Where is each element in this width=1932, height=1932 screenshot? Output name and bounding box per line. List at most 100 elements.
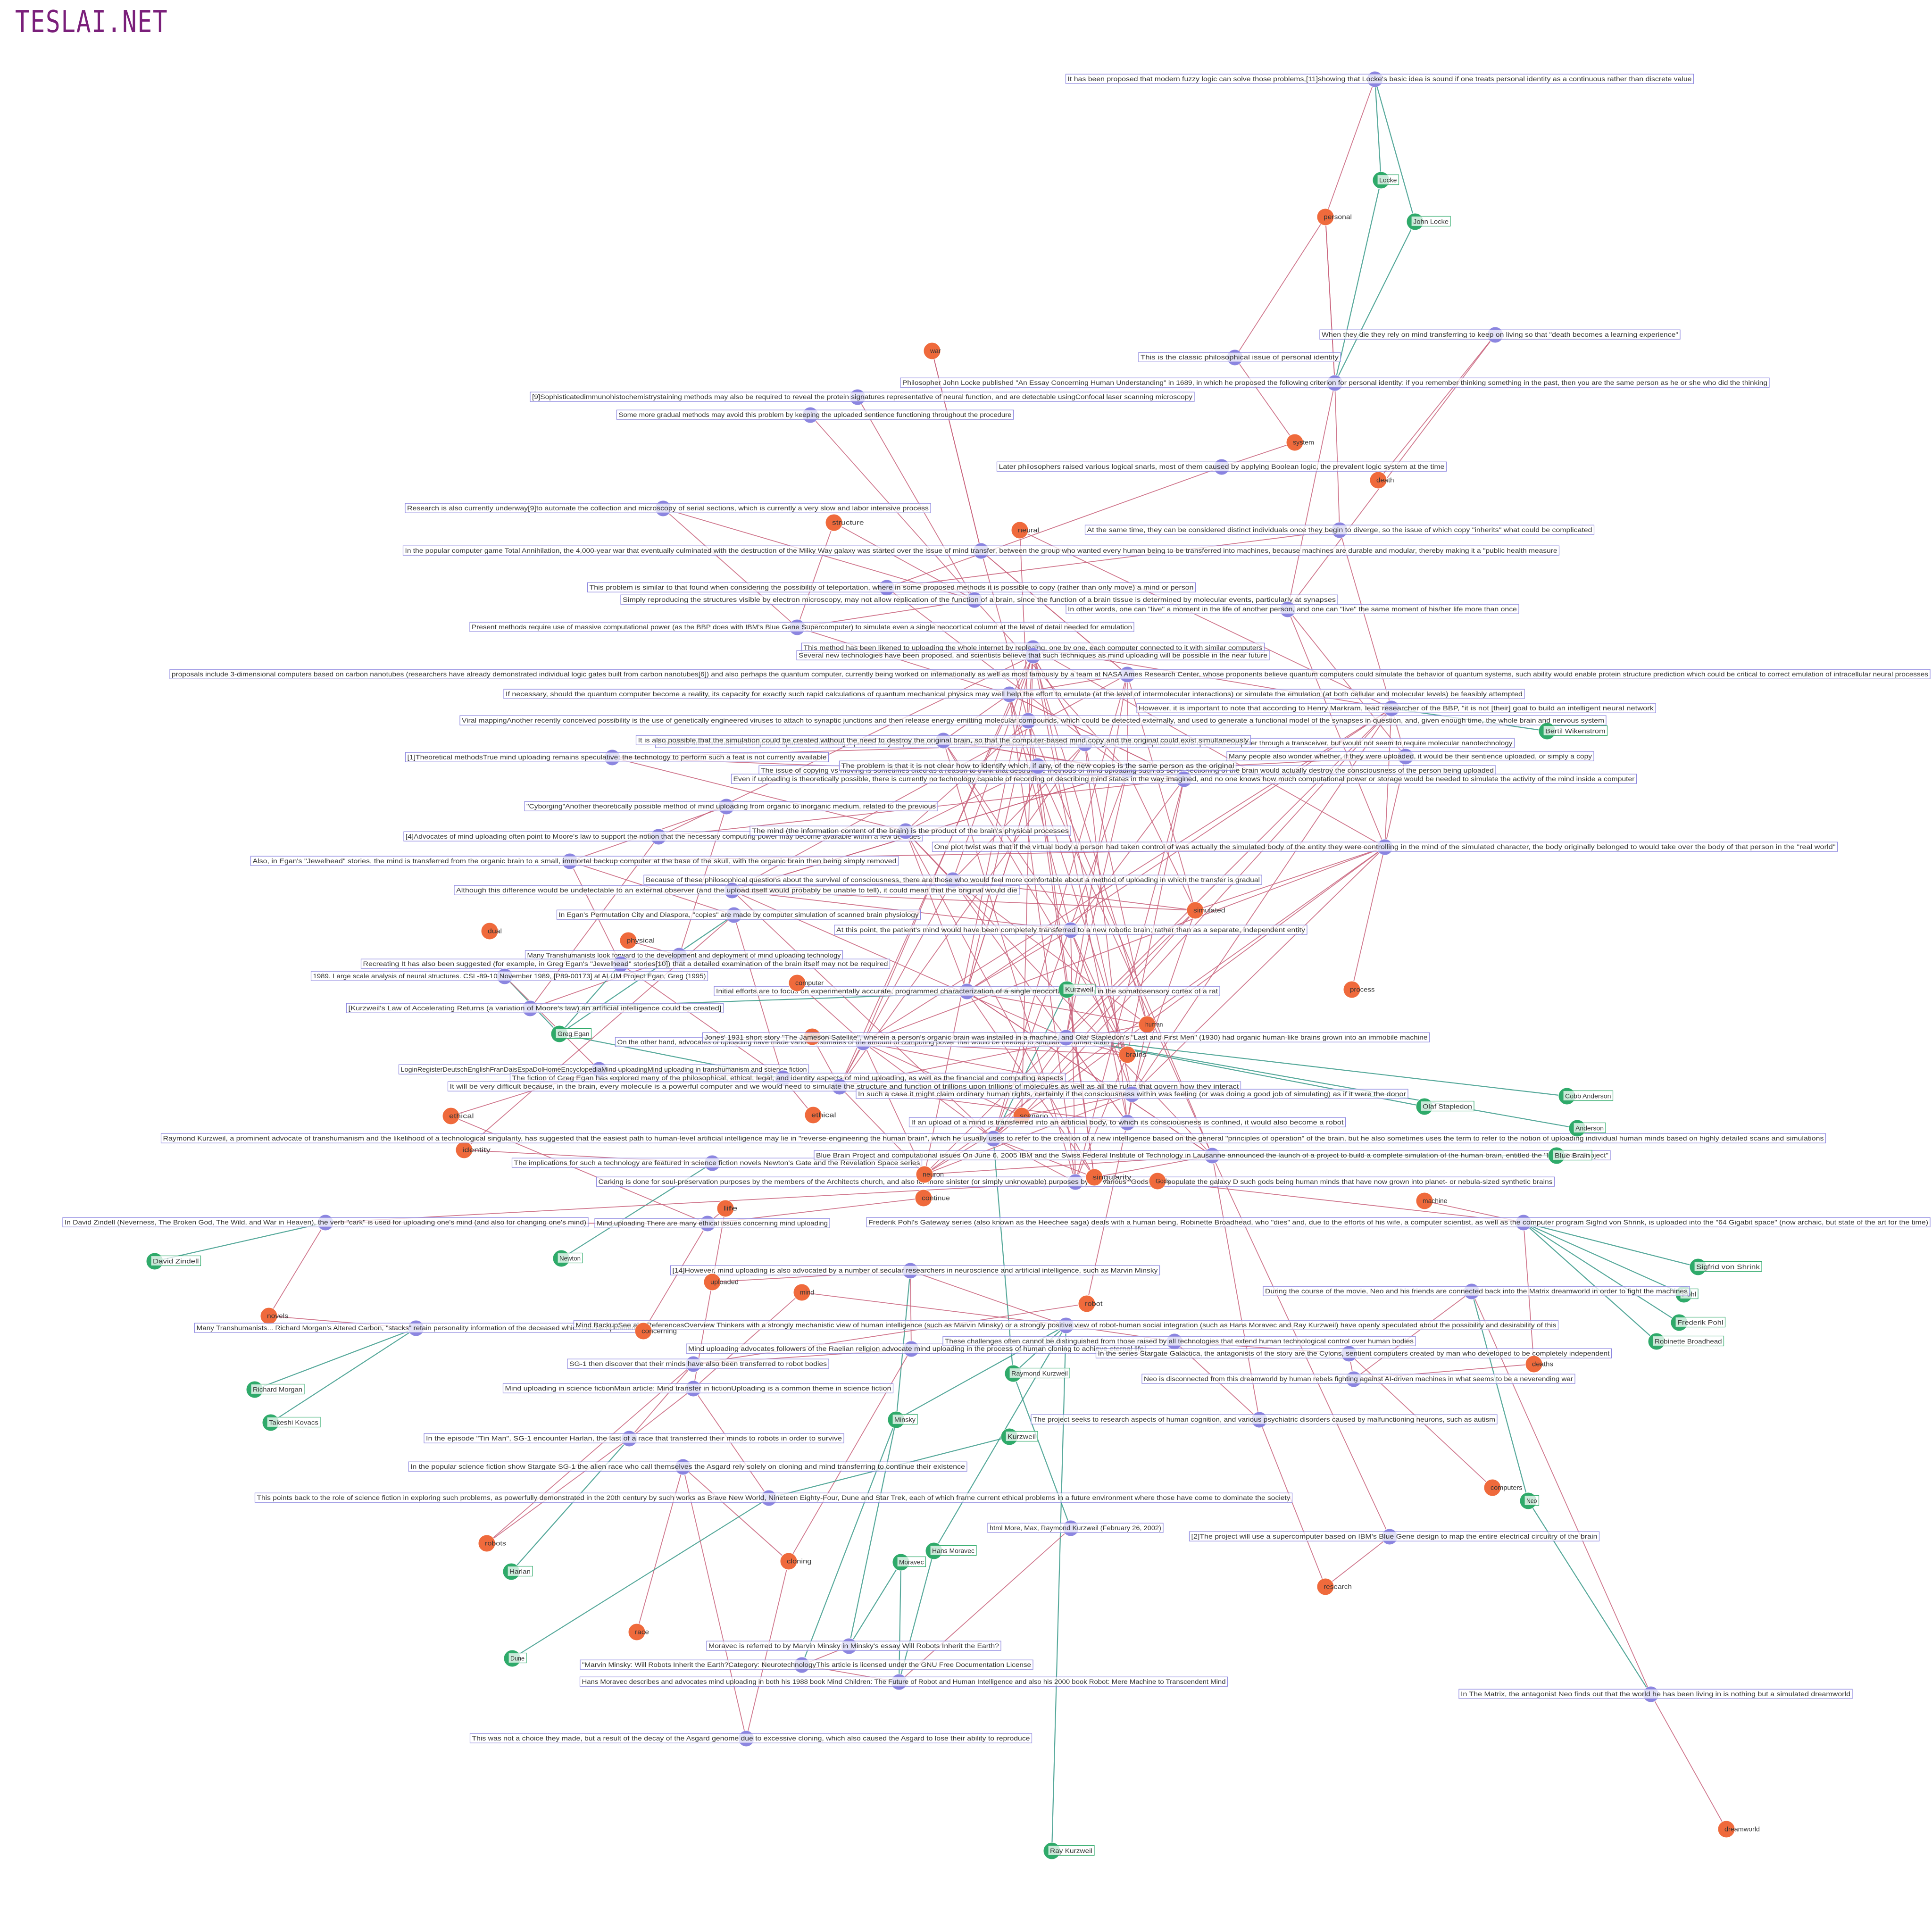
word-node[interactable]: machine xyxy=(1416,1192,1449,1210)
sentence-node[interactable]: It will be very difficult because, in th… xyxy=(447,1078,1241,1095)
word-node-marker[interactable] xyxy=(825,514,843,532)
sentence-node[interactable]: It has been proposed that modern fuzzy l… xyxy=(1065,71,1694,88)
sentence-node[interactable]: Carking is done for soul-preservation pu… xyxy=(596,1174,1555,1191)
sentence-node[interactable]: Many people also wonder whether, if they… xyxy=(1226,748,1594,765)
sentence-node[interactable]: At the same time, they can be considered… xyxy=(1084,522,1595,539)
entity-node[interactable]: Neo xyxy=(1519,1492,1540,1510)
sentence-node[interactable]: In such a case it might claim ordinary h… xyxy=(856,1086,1408,1103)
sentence-node[interactable]: In David Zindell (Neverness, The Broken … xyxy=(62,1214,589,1231)
sentence-node[interactable]: The fiction of Greg Egan has explored ma… xyxy=(509,1070,1066,1087)
sentence-node[interactable]: Blue Brain Project and computational iss… xyxy=(814,1147,1611,1164)
word-node-marker[interactable] xyxy=(1717,1820,1735,1838)
entity-node[interactable]: Sigfrid von Shrink xyxy=(1689,1258,1762,1276)
word-node-marker[interactable] xyxy=(1186,901,1204,919)
entity-node[interactable]: Minsky xyxy=(887,1411,918,1429)
sentence-node[interactable]: The project seeks to research aspects of… xyxy=(1031,1411,1498,1428)
sentence-node[interactable]: It is also possible that the simulation … xyxy=(635,732,1251,749)
sentence-node[interactable]: Simply reproducing the structures visibl… xyxy=(620,591,1338,608)
sentence-node[interactable]: This is the classic philosophical issue … xyxy=(1138,349,1341,366)
entity-node[interactable]: Frederik Pohl xyxy=(1670,1314,1726,1332)
word-node-marker[interactable] xyxy=(1316,208,1334,226)
word-node-marker[interactable] xyxy=(1343,981,1361,999)
sentence-node[interactable]: One plot twist was that if the virtual b… xyxy=(932,839,1838,856)
sentence-node[interactable]: In other words, one can "live" a moment … xyxy=(1066,601,1519,618)
sentence-node[interactable]: "Marvin Minsky: Will Robots Inherit the … xyxy=(580,1657,1033,1674)
word-node-marker[interactable] xyxy=(1085,1168,1103,1186)
word-node[interactable]: personal xyxy=(1316,208,1354,226)
sentence-node[interactable]: In The Matrix, the antagonist Neo finds … xyxy=(1458,1686,1853,1703)
sentence-node[interactable]: The implications for such a technology a… xyxy=(511,1155,923,1172)
sentence-node[interactable]: Hans Moravec describes and advocates min… xyxy=(579,1674,1228,1690)
word-node[interactable]: brains xyxy=(1118,1046,1149,1064)
sentence-node[interactable]: However, it is important to note that ac… xyxy=(1136,700,1656,717)
word-node-marker[interactable] xyxy=(716,1199,734,1217)
entity-node[interactable]: Harlan xyxy=(502,1563,533,1581)
word-node[interactable]: Gods xyxy=(1149,1172,1172,1190)
word-node[interactable]: mind xyxy=(793,1283,816,1301)
entity-node[interactable]: Hans Moravec xyxy=(925,1542,977,1560)
word-node-marker[interactable] xyxy=(1369,471,1387,489)
word-node[interactable]: robot xyxy=(1078,1295,1105,1313)
word-node-marker[interactable] xyxy=(1149,1172,1166,1190)
sentence-node[interactable]: In the popular science fiction show Star… xyxy=(408,1458,967,1475)
sentence-node[interactable]: Mind uploading There are many ethical is… xyxy=(594,1215,830,1232)
sentence-node[interactable]: Viral mappingAnother recently conceived … xyxy=(459,712,1607,729)
word-node[interactable]: novels xyxy=(260,1307,290,1325)
entity-node[interactable]: Blue Brain xyxy=(1548,1147,1592,1165)
word-node[interactable]: death xyxy=(1369,471,1396,489)
sentence-node[interactable]: Philosopher John Locke published "An Ess… xyxy=(900,375,1770,391)
entity-node[interactable]: Bertil Wikenstrom xyxy=(1538,722,1608,740)
sentence-node[interactable]: The problem is that it is not clear how … xyxy=(839,758,1237,774)
word-node[interactable]: system xyxy=(1286,433,1316,451)
sentence-node[interactable]: SG-1 then discover that their minds have… xyxy=(567,1356,829,1373)
entity-node[interactable]: Kurzweil xyxy=(1058,981,1096,999)
sentence-node[interactable]: Recreating It has also been suggested (f… xyxy=(360,956,891,973)
word-node[interactable]: war xyxy=(923,342,943,360)
sentence-node[interactable]: [14]However, mind uploading is also advo… xyxy=(670,1262,1160,1279)
word-node[interactable]: race xyxy=(628,1623,651,1641)
word-node-marker[interactable] xyxy=(703,1273,721,1291)
entity-node[interactable]: Moravec xyxy=(892,1553,926,1571)
word-node[interactable]: ethical xyxy=(804,1106,838,1124)
entity-node[interactable]: Robinette Broadhead xyxy=(1648,1332,1724,1350)
sentence-node[interactable]: Also, in Egan's "Jewelhead" stories, the… xyxy=(250,853,899,870)
sentence-node[interactable]: In the series Stargate Galactica, the an… xyxy=(1095,1345,1612,1362)
entity-node[interactable]: Greg Egan xyxy=(550,1025,592,1043)
word-node[interactable]: dreamworld xyxy=(1717,1820,1762,1838)
word-node-marker[interactable] xyxy=(793,1283,811,1301)
entity-node[interactable]: Locke xyxy=(1372,171,1399,189)
word-node[interactable]: concerning xyxy=(634,1322,679,1340)
sentence-node[interactable]: This was not a choice they made, but a r… xyxy=(469,1730,1033,1747)
word-node-marker[interactable] xyxy=(1078,1295,1096,1313)
sentence-node[interactable]: Although this difference would be undete… xyxy=(454,882,1020,899)
sentence-node[interactable]: Frederik Pohl's Gateway series (also kno… xyxy=(866,1214,1931,1231)
word-node[interactable]: life xyxy=(716,1199,740,1217)
sentence-node[interactable]: Some more gradual methods may avoid this… xyxy=(616,407,1014,424)
sentence-node[interactable]: This points back to the role of science … xyxy=(254,1490,1293,1507)
word-node[interactable]: robots xyxy=(478,1534,508,1552)
sentence-node[interactable]: [2]The project will use a supercomputer … xyxy=(1189,1528,1600,1545)
word-node-marker[interactable] xyxy=(1011,521,1029,539)
word-node[interactable]: process xyxy=(1343,981,1377,999)
word-node-marker[interactable] xyxy=(780,1552,798,1570)
sentence-node[interactable]: Raymond Kurzweil, a prominent advocate o… xyxy=(160,1130,1826,1147)
sentence-node[interactable]: Many Transhumanists look forward to the … xyxy=(525,947,843,964)
sentence-node[interactable]: Because of these philosophical questions… xyxy=(643,872,1262,889)
word-node-marker[interactable] xyxy=(481,922,499,940)
sentence-node[interactable]: Research is also currently underway[9]to… xyxy=(405,500,931,517)
sentence-node[interactable]: Moravec is referred to by Marvin Minsky … xyxy=(706,1638,1001,1655)
sentence-node[interactable]: In Egan's Permutation City and Diaspora,… xyxy=(556,907,921,924)
sentence-node[interactable]: Later philosophers raised various logica… xyxy=(996,458,1447,475)
sentence-node[interactable]: In the episode "Tin Man", SG-1 encounter… xyxy=(424,1430,844,1447)
entity-node[interactable]: Olaf Stapledon xyxy=(1416,1098,1474,1116)
word-node-marker[interactable] xyxy=(1525,1355,1543,1373)
word-node-marker[interactable] xyxy=(1416,1192,1433,1210)
word-node-marker[interactable] xyxy=(788,974,806,992)
word-node-marker[interactable] xyxy=(916,1166,933,1183)
word-node-marker[interactable] xyxy=(619,932,637,949)
word-node[interactable]: structure xyxy=(825,514,866,532)
word-node-marker[interactable] xyxy=(628,1623,646,1641)
entity-node[interactable]: Takeshi Kovacs xyxy=(262,1414,321,1432)
word-node-marker[interactable] xyxy=(1316,1578,1334,1596)
